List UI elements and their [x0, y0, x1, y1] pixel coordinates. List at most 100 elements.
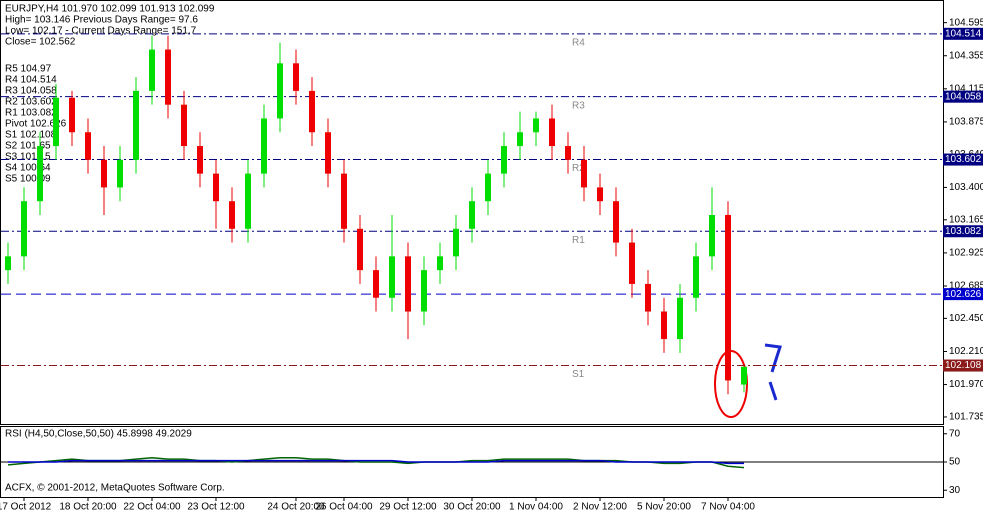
rsi-tick-label: 70	[949, 428, 961, 439]
candle-body	[373, 270, 379, 298]
candle-body	[661, 311, 667, 340]
candle-body	[165, 49, 171, 105]
candle-body	[229, 201, 235, 229]
rsi-line	[8, 459, 744, 465]
x-tick-label: 5 Nov 20:00	[637, 502, 691, 513]
candle-body	[677, 297, 683, 340]
candle-body	[565, 146, 571, 160]
candle-body	[117, 159, 123, 188]
pivot-label: S1	[572, 369, 585, 380]
main-frame	[0, 0, 944, 425]
candle-body	[501, 146, 507, 174]
candle-body	[629, 242, 635, 284]
price-tag	[943, 225, 983, 238]
y-tick-label: 101.970	[949, 379, 983, 390]
candle-body	[261, 118, 267, 174]
candle-body	[709, 214, 715, 257]
x-tick-label: 26 Oct 04:00	[315, 502, 373, 513]
pivot-info: S4 100.64	[5, 163, 51, 174]
pivot-info: S2 101.65	[5, 141, 51, 152]
x-tick-label: 2 Nov 12:00	[573, 502, 627, 513]
pivot-info: R1 103.082	[5, 108, 57, 119]
candle-body	[437, 256, 443, 271]
rsi-tick-label: 50	[949, 457, 961, 468]
pivot-info: R2 103.602	[5, 97, 57, 108]
candle-body	[293, 63, 299, 91]
candle-body	[309, 90, 315, 133]
candle-body	[421, 270, 427, 312]
info-line: Close= 102.562	[5, 37, 76, 48]
y-tick-label: 103.165	[949, 214, 983, 225]
chart-title: EURJPY,H4 101.970 102.099 101.913 102.09…	[5, 4, 215, 15]
candle-body	[85, 132, 91, 160]
candle-body	[181, 104, 187, 147]
candle-body	[693, 256, 699, 298]
x-tick-label: 18 Oct 20:00	[59, 502, 117, 513]
x-tick-label: 29 Oct 12:00	[379, 502, 437, 513]
candle-body	[101, 159, 107, 188]
pivot-info: R5 104.97	[5, 64, 52, 75]
y-tick-label: 102.925	[949, 248, 983, 259]
y-tick-label: 102.210	[949, 346, 983, 357]
candle-body	[341, 173, 347, 229]
x-tick-label: 30 Oct 20:00	[443, 502, 501, 513]
pivot-info: S3 101.15	[5, 152, 51, 163]
candle-body	[5, 256, 11, 271]
pivot-info: S1 102.108	[5, 130, 57, 141]
pivot-info: R3 104.058	[5, 86, 57, 97]
y-tick-label: 104.115	[949, 83, 983, 94]
price-tag	[943, 359, 983, 372]
candle-body	[245, 173, 251, 229]
info-line: High= 103.146 Previous Days Range= 97.6	[5, 15, 198, 26]
candle-body	[405, 256, 411, 312]
price-tag	[943, 90, 983, 103]
candle-body	[277, 63, 283, 119]
x-tick-label: 22 Oct 04:00	[123, 502, 181, 513]
candle-body	[533, 118, 539, 133]
y-tick-label: 101.735	[949, 412, 983, 423]
pivot-info: S5 100.09	[5, 174, 51, 185]
rsi-tick-label: 30	[949, 485, 961, 496]
candle-body	[21, 201, 27, 257]
candle-body	[453, 228, 459, 257]
pivot-label: R2	[572, 163, 585, 174]
candle-body	[581, 159, 587, 188]
x-tick-label: 23 Oct 12:00	[187, 502, 245, 513]
price-tag-label: 102.108	[945, 360, 982, 371]
candle-body	[469, 201, 475, 229]
candle-body	[133, 90, 139, 160]
candle-body	[517, 132, 523, 147]
rsi-title: RSI (H4,50,Close,50,50) 45.8998 49.2029	[5, 429, 192, 440]
candle-body	[597, 187, 603, 202]
price-tag-label: 103.082	[945, 226, 982, 237]
candle-body	[645, 283, 651, 312]
price-tag	[943, 27, 983, 40]
y-tick-label: 103.400	[949, 182, 983, 193]
candle-body	[69, 97, 75, 133]
x-tick-label: 7 Nov 04:00	[701, 502, 755, 513]
candle-body	[389, 256, 395, 298]
price-tag-label: 102.626	[945, 289, 982, 300]
footer: ACFX, © 2001-2012, MetaQuotes Software C…	[5, 483, 225, 494]
y-tick-label: 104.355	[949, 50, 983, 61]
y-tick-label: 103.875	[949, 117, 983, 128]
candle-body	[741, 366, 747, 385]
pivot-info: Pivot 102.626	[5, 119, 67, 130]
y-tick-label: 102.450	[949, 313, 983, 324]
x-tick-label: 1 Nov 04:00	[509, 502, 563, 513]
candle-body	[149, 49, 155, 91]
x-tick-label: 17 Oct 2012	[0, 502, 52, 513]
candle-body	[197, 146, 203, 174]
y-tick-label: 102.685	[949, 281, 983, 292]
candle-body	[213, 173, 219, 202]
pivot-label: R3	[572, 100, 585, 111]
candle-body	[357, 228, 363, 271]
candle-body	[37, 146, 43, 202]
y-tick-label: 104.595	[949, 17, 983, 28]
annotation-question	[764, 343, 782, 401]
candle-body	[485, 173, 491, 202]
x-tick-label: 24 Oct 20:00	[267, 502, 325, 513]
pivot-info: R4 104.514	[5, 75, 57, 86]
pivot-label: R4	[572, 37, 585, 48]
